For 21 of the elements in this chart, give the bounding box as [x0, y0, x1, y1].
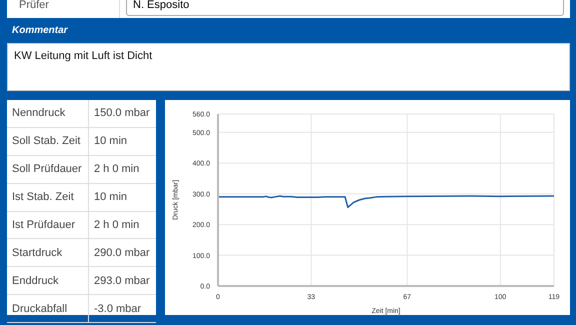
text: 10 min [93, 191, 128, 204]
text: Ist Stab. Zeit [7, 184, 89, 211]
text: 150.0 mbar [93, 107, 150, 120]
text: Kommentar [12, 25, 68, 36]
text: KW Leitung mit Luft ist Dicht [7, 43, 570, 91]
text: 290.0 mbar [93, 246, 150, 259]
text: 293.0 mbar [93, 274, 150, 287]
text: Startdruck [7, 239, 89, 266]
text: Ist Prüfdauer [7, 212, 89, 238]
text: 10 min [93, 135, 128, 148]
text: Soll Stab. Zeit [7, 128, 89, 155]
text: Nenndruck [7, 100, 89, 127]
text: -3.0 mbar [93, 302, 142, 315]
text: 2 h 0 min [93, 219, 140, 231]
text: Prüfer [7, 0, 120, 18]
text: 2 h 0 min [93, 163, 140, 176]
text: Druckabfall [7, 295, 89, 322]
text: N. Esposito [126, 0, 564, 16]
line-series [218, 195, 554, 208]
text: Enddruck [7, 267, 89, 294]
text: Soll Prüfdauer [7, 156, 89, 183]
